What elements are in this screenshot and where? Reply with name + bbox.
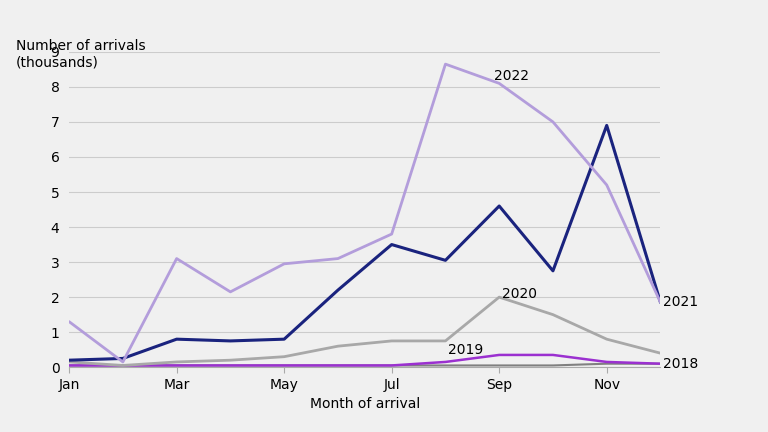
Text: 2021: 2021 <box>664 295 698 309</box>
X-axis label: Month of arrival: Month of arrival <box>310 397 420 411</box>
Text: Number of arrivals
(thousands): Number of arrivals (thousands) <box>16 39 145 70</box>
Text: 2018: 2018 <box>664 357 698 372</box>
Text: 2022: 2022 <box>494 70 529 83</box>
Text: 2020: 2020 <box>502 286 537 301</box>
Text: 2019: 2019 <box>449 343 483 357</box>
